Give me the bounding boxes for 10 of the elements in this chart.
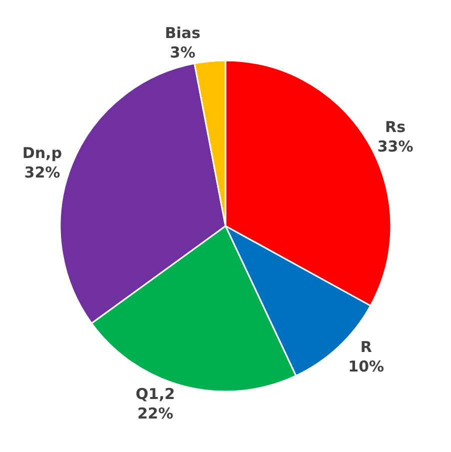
slice-label: Dn,p [22, 144, 62, 162]
slice-label: R [360, 338, 372, 356]
data-label: 22% [137, 404, 174, 423]
data-label: 10% [348, 357, 384, 376]
slice-label: Bias [164, 24, 201, 42]
slice-label: Rs [385, 118, 406, 136]
data-label: 32% [24, 163, 60, 182]
data-label: 33% [377, 138, 414, 156]
slice-label: Q1,2 [136, 385, 175, 404]
data-label: 3% [170, 43, 196, 62]
